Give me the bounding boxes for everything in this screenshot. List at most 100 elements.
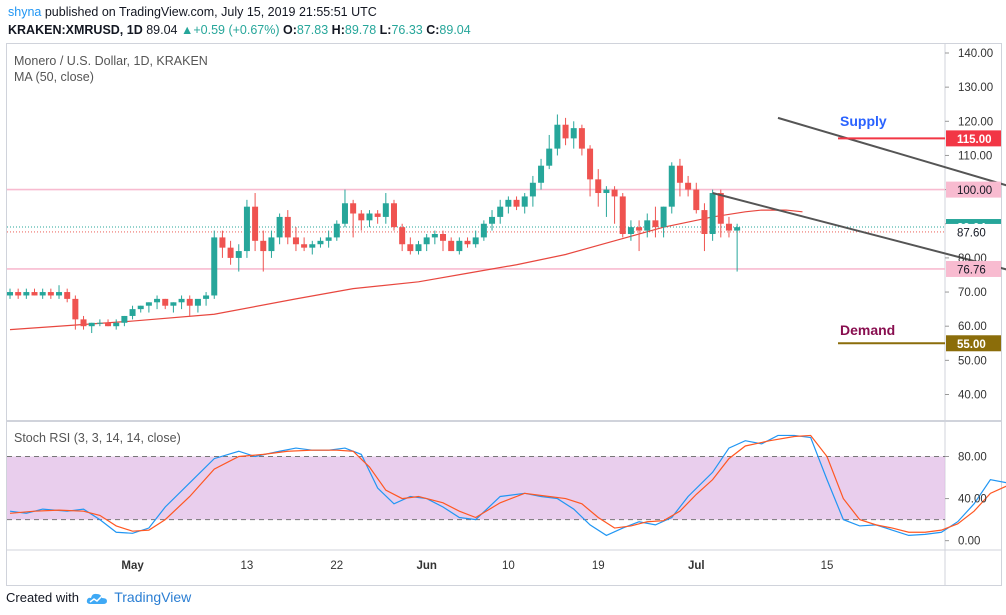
candle-body <box>636 227 643 231</box>
ma50-line <box>9 209 803 331</box>
candle-body <box>227 247 234 258</box>
candle-body <box>652 220 659 228</box>
tradingview-brand[interactable]: TradingView <box>114 589 192 605</box>
candle-body <box>243 206 250 252</box>
candle-body <box>685 182 692 190</box>
price-label-box <box>946 130 1001 147</box>
candle-body <box>145 302 152 306</box>
supply-annotation: Supply <box>840 113 887 129</box>
candle-body <box>162 298 169 306</box>
up-arrow-icon: ▲ <box>180 23 194 37</box>
candle-body <box>194 298 201 306</box>
rsi-tick-label: 80.00 <box>958 452 987 464</box>
candle-body <box>137 305 144 310</box>
trend-channel-line <box>712 192 1006 271</box>
high-value: 89.78 <box>344 23 377 37</box>
candle-body <box>56 292 63 296</box>
candle-body <box>390 203 397 228</box>
time-tick-label: Jun <box>416 560 436 572</box>
candle-body <box>725 223 732 231</box>
price-label-text: 87.60 <box>957 227 986 239</box>
symbol-label: KRAKEN:XMRUSD, 1D <box>8 23 143 37</box>
candle-body <box>7 292 13 296</box>
candle-body <box>717 193 724 224</box>
price-tick-label: 50.00 <box>958 355 987 367</box>
rsi-title: Stoch RSI (3, 3, 14, 14, close) <box>14 431 181 445</box>
candle-body <box>121 315 128 323</box>
candle-body <box>374 213 381 217</box>
candle-body <box>39 292 46 296</box>
candle-body <box>489 216 496 224</box>
candle-body <box>80 319 87 327</box>
candle-body <box>578 128 585 149</box>
time-tick-label: 10 <box>502 560 515 572</box>
price-label-text: 55.00 <box>957 339 986 351</box>
candle-body <box>301 244 308 248</box>
candle-body <box>431 233 438 238</box>
candle-body <box>129 309 136 316</box>
price-label-box <box>946 335 1001 352</box>
price-label-box <box>946 181 1001 198</box>
candle-body <box>96 322 103 324</box>
publisher-name[interactable]: shyna <box>8 5 42 19</box>
candle-body <box>505 199 512 207</box>
candle-body <box>284 216 291 238</box>
low-label: L: <box>379 23 392 37</box>
candle-body <box>325 237 332 241</box>
candle-body <box>676 165 683 183</box>
candle-body <box>472 237 479 245</box>
candle-body <box>15 292 22 296</box>
ma-indicator-label: MA (50, close) <box>14 70 94 84</box>
candle-body <box>464 240 471 245</box>
price-label-text: 76.76 <box>957 264 986 276</box>
candle-body <box>701 210 708 234</box>
candle-body <box>529 182 536 197</box>
publish-line: shyna published on TradingView.com, July… <box>8 5 377 19</box>
publish-info: published on TradingView.com, July 15, 2… <box>44 5 377 19</box>
price-tick-label: 40.00 <box>958 390 987 402</box>
candle-body <box>415 244 422 252</box>
demand-annotation: Demand <box>840 322 895 338</box>
candle-body <box>170 302 177 306</box>
candle-body <box>513 199 520 207</box>
candle-body <box>105 322 112 327</box>
candle-body <box>178 298 185 303</box>
candle-body <box>562 124 569 139</box>
candle-body <box>154 298 161 303</box>
candle-body <box>554 124 561 149</box>
rsi-series-d <box>9 434 1006 533</box>
candle-body <box>734 227 741 231</box>
candle-body <box>660 206 667 228</box>
price-label-box <box>946 260 1001 277</box>
price-tick-label: 110.00 <box>958 150 992 162</box>
candle-body <box>235 251 242 258</box>
time-tick-label: 19 <box>592 560 605 572</box>
candle-body <box>497 206 504 217</box>
candle-body <box>595 179 602 194</box>
candle-body <box>341 203 348 224</box>
candle-body <box>23 292 30 296</box>
candle-body <box>382 203 389 217</box>
low-value: 76.33 <box>391 23 423 37</box>
candle-body <box>546 148 553 166</box>
candle-body <box>47 292 54 296</box>
chart-title: Monero / U.S. Dollar, 1D, KRAKEN <box>14 54 208 68</box>
created-with-text: Created with <box>6 590 79 605</box>
candle-body <box>668 165 675 207</box>
candle-body <box>260 240 267 252</box>
candle-body <box>440 233 447 241</box>
price-tick-label: 120.00 <box>958 116 993 128</box>
rsi-tick-label: 40.00 <box>958 494 987 506</box>
price-label-text: 115.00 <box>957 134 992 146</box>
candle-body <box>538 165 545 183</box>
time-tick-label: 15 <box>821 560 834 572</box>
close-label: C: <box>426 23 440 37</box>
time-tick-label: Jul <box>688 560 705 572</box>
price-change: +0.59 (+0.67%) <box>193 23 280 37</box>
candle-body <box>619 196 626 234</box>
candle-body <box>709 193 716 234</box>
trend-channel-line <box>777 116 1006 187</box>
candle-body <box>203 295 210 299</box>
time-tick-label: 13 <box>241 560 254 572</box>
